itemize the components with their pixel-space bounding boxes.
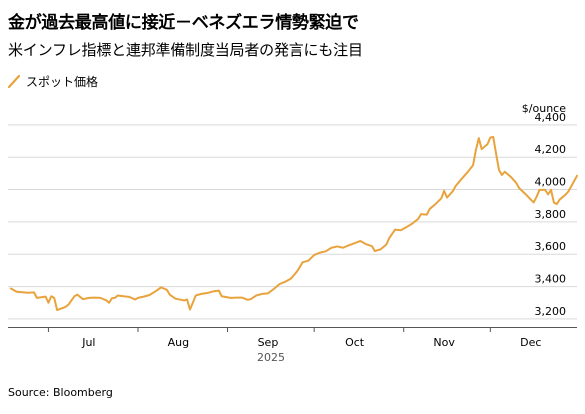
y-axis-tick-labels: 3,200 3,400 3,600 3,800 4,000 4,200 4,400 — [535, 111, 567, 318]
y-tick-label: 3,600 — [535, 240, 567, 253]
x-axis-year-label: 2025 — [257, 351, 285, 364]
x-tick-label: Jul — [81, 336, 95, 349]
x-tick-label: Oct — [345, 336, 365, 349]
gridlines — [8, 124, 577, 320]
x-tick-label: Aug — [168, 336, 189, 349]
x-axis: Jul Aug Sep Oct Nov Dec — [8, 327, 577, 349]
y-axis-unit-label: $/ounce — [522, 102, 566, 115]
source-note: Source: Bloomberg — [8, 386, 113, 399]
series-line-spot-price — [9, 135, 578, 312]
x-tick-label: Dec — [520, 336, 541, 349]
legend-line-swatch-icon — [8, 74, 20, 88]
y-tick-label: 4,200 — [535, 143, 567, 156]
legend: スポット価格 — [8, 73, 98, 89]
line-chart: 3,200 3,400 3,600 3,800 4,000 4,200 4,400 $/ou… — [8, 102, 578, 364]
y-tick-label: 3,400 — [535, 273, 567, 286]
y-tick-label: 4,000 — [535, 176, 567, 189]
legend-label: スポット価格 — [26, 74, 99, 89]
chart-title: 金が過去最高値に接近－ベネズエラ情勢緊迫で — [8, 13, 359, 33]
y-tick-label: 3,800 — [535, 208, 567, 221]
x-tick-label: Sep — [258, 336, 279, 349]
x-tick-label: Nov — [433, 336, 455, 349]
y-tick-label: 3,200 — [535, 305, 567, 318]
chart-subtitle: 米インフレ指標と連邦準備制度当局者の発言にも注目 — [8, 41, 363, 59]
y-tick-label: 4,400 — [535, 111, 567, 124]
